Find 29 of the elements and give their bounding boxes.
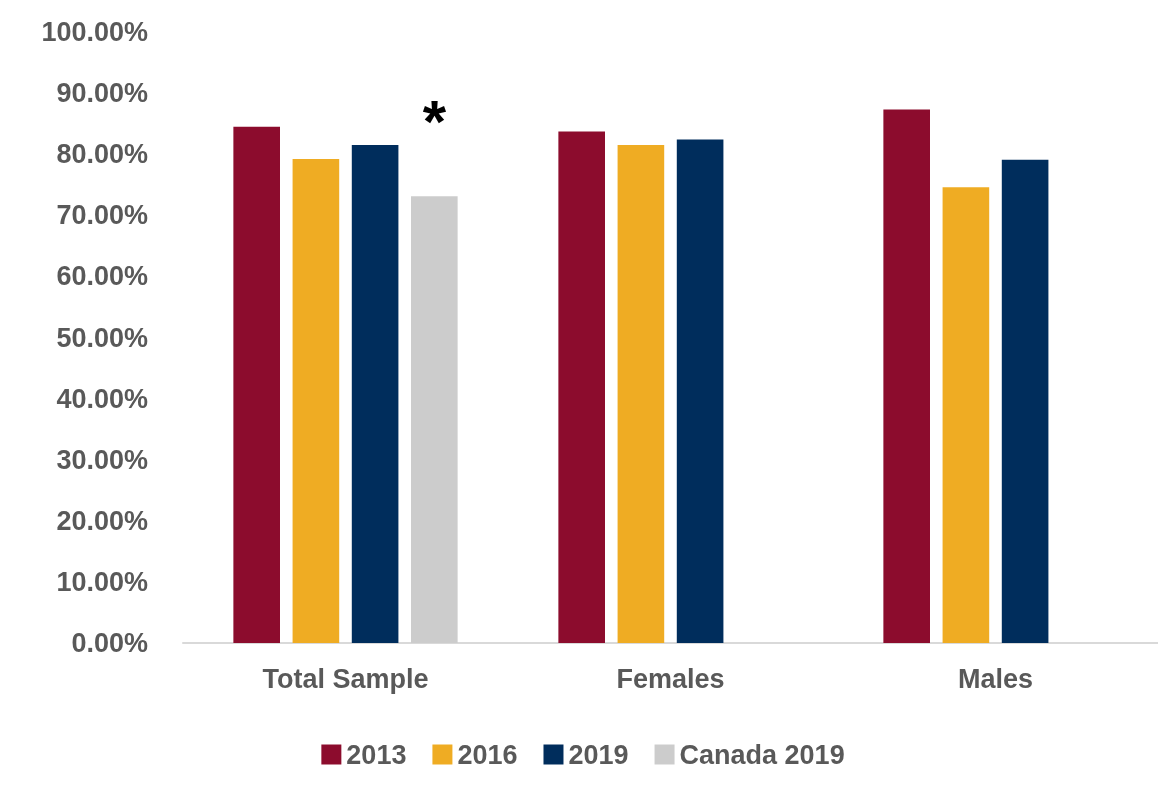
y-tick-label: 30.00% [56,444,148,475]
bar [1001,159,1049,643]
bar [676,139,724,643]
y-tick-label: 60.00% [56,261,148,292]
y-tick-label: 100.00% [41,17,148,47]
x-tick-label: Total Sample [262,663,429,694]
y-tick-label: 40.00% [56,383,148,414]
legend-label: 2019 [568,739,629,770]
bar [233,126,280,643]
bar [351,145,399,643]
bar [558,131,605,643]
y-tick-label: 10.00% [56,566,148,597]
annotation: * [422,87,447,155]
x-tick-label: Males [957,663,1034,694]
bar [942,187,990,643]
bar [292,159,340,643]
legend-label: Canada 2019 [679,739,845,770]
y-tick-label: 70.00% [56,200,148,231]
bar [617,145,665,643]
x-tick-label: Females [616,663,725,694]
y-tick-label: 20.00% [56,505,148,536]
y-tick-label: 50.00% [56,322,148,353]
y-tick-label: 0.00% [71,628,148,658]
legend-label: 2016 [457,739,518,770]
bar [883,109,930,643]
y-tick-label: 80.00% [56,139,148,170]
y-tick-label: 90.00% [56,78,148,109]
bar [411,196,458,643]
legend-label: 2013 [346,739,407,770]
